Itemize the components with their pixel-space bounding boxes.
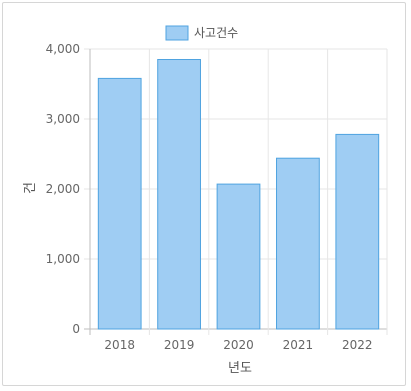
y-tick-label: 3,000 bbox=[46, 112, 80, 126]
x-tick-label: 2019 bbox=[164, 338, 195, 352]
x-tick-label: 2018 bbox=[104, 338, 135, 352]
bar-2018[interactable] bbox=[97, 77, 142, 330]
x-tick-label: 2021 bbox=[283, 338, 314, 352]
y-tick-label: 0 bbox=[72, 322, 80, 336]
x-tick-label: 2020 bbox=[223, 338, 254, 352]
axes: 0 1,000 2,000 3,000 4,000 2018 2019 2020 2021 202… bbox=[46, 42, 373, 352]
y-tick-label: 1,000 bbox=[46, 252, 80, 266]
legend[interactable]: 사고건수 bbox=[165, 25, 238, 41]
y-tick-label: 2,000 bbox=[46, 182, 80, 196]
x-tick-label: 2022 bbox=[342, 338, 373, 352]
bar-2019[interactable] bbox=[157, 59, 201, 330]
bars bbox=[97, 59, 380, 330]
bar-2021[interactable] bbox=[276, 157, 320, 330]
y-axis-title: 건 bbox=[23, 182, 38, 194]
bar-2022[interactable] bbox=[335, 133, 380, 330]
legend-label: 사고건수 bbox=[194, 26, 238, 40]
bar-2020[interactable] bbox=[216, 183, 261, 330]
y-tick-label: 4,000 bbox=[46, 42, 80, 56]
legend-swatch bbox=[165, 25, 189, 41]
x-axis-title: 년도 bbox=[228, 361, 252, 376]
